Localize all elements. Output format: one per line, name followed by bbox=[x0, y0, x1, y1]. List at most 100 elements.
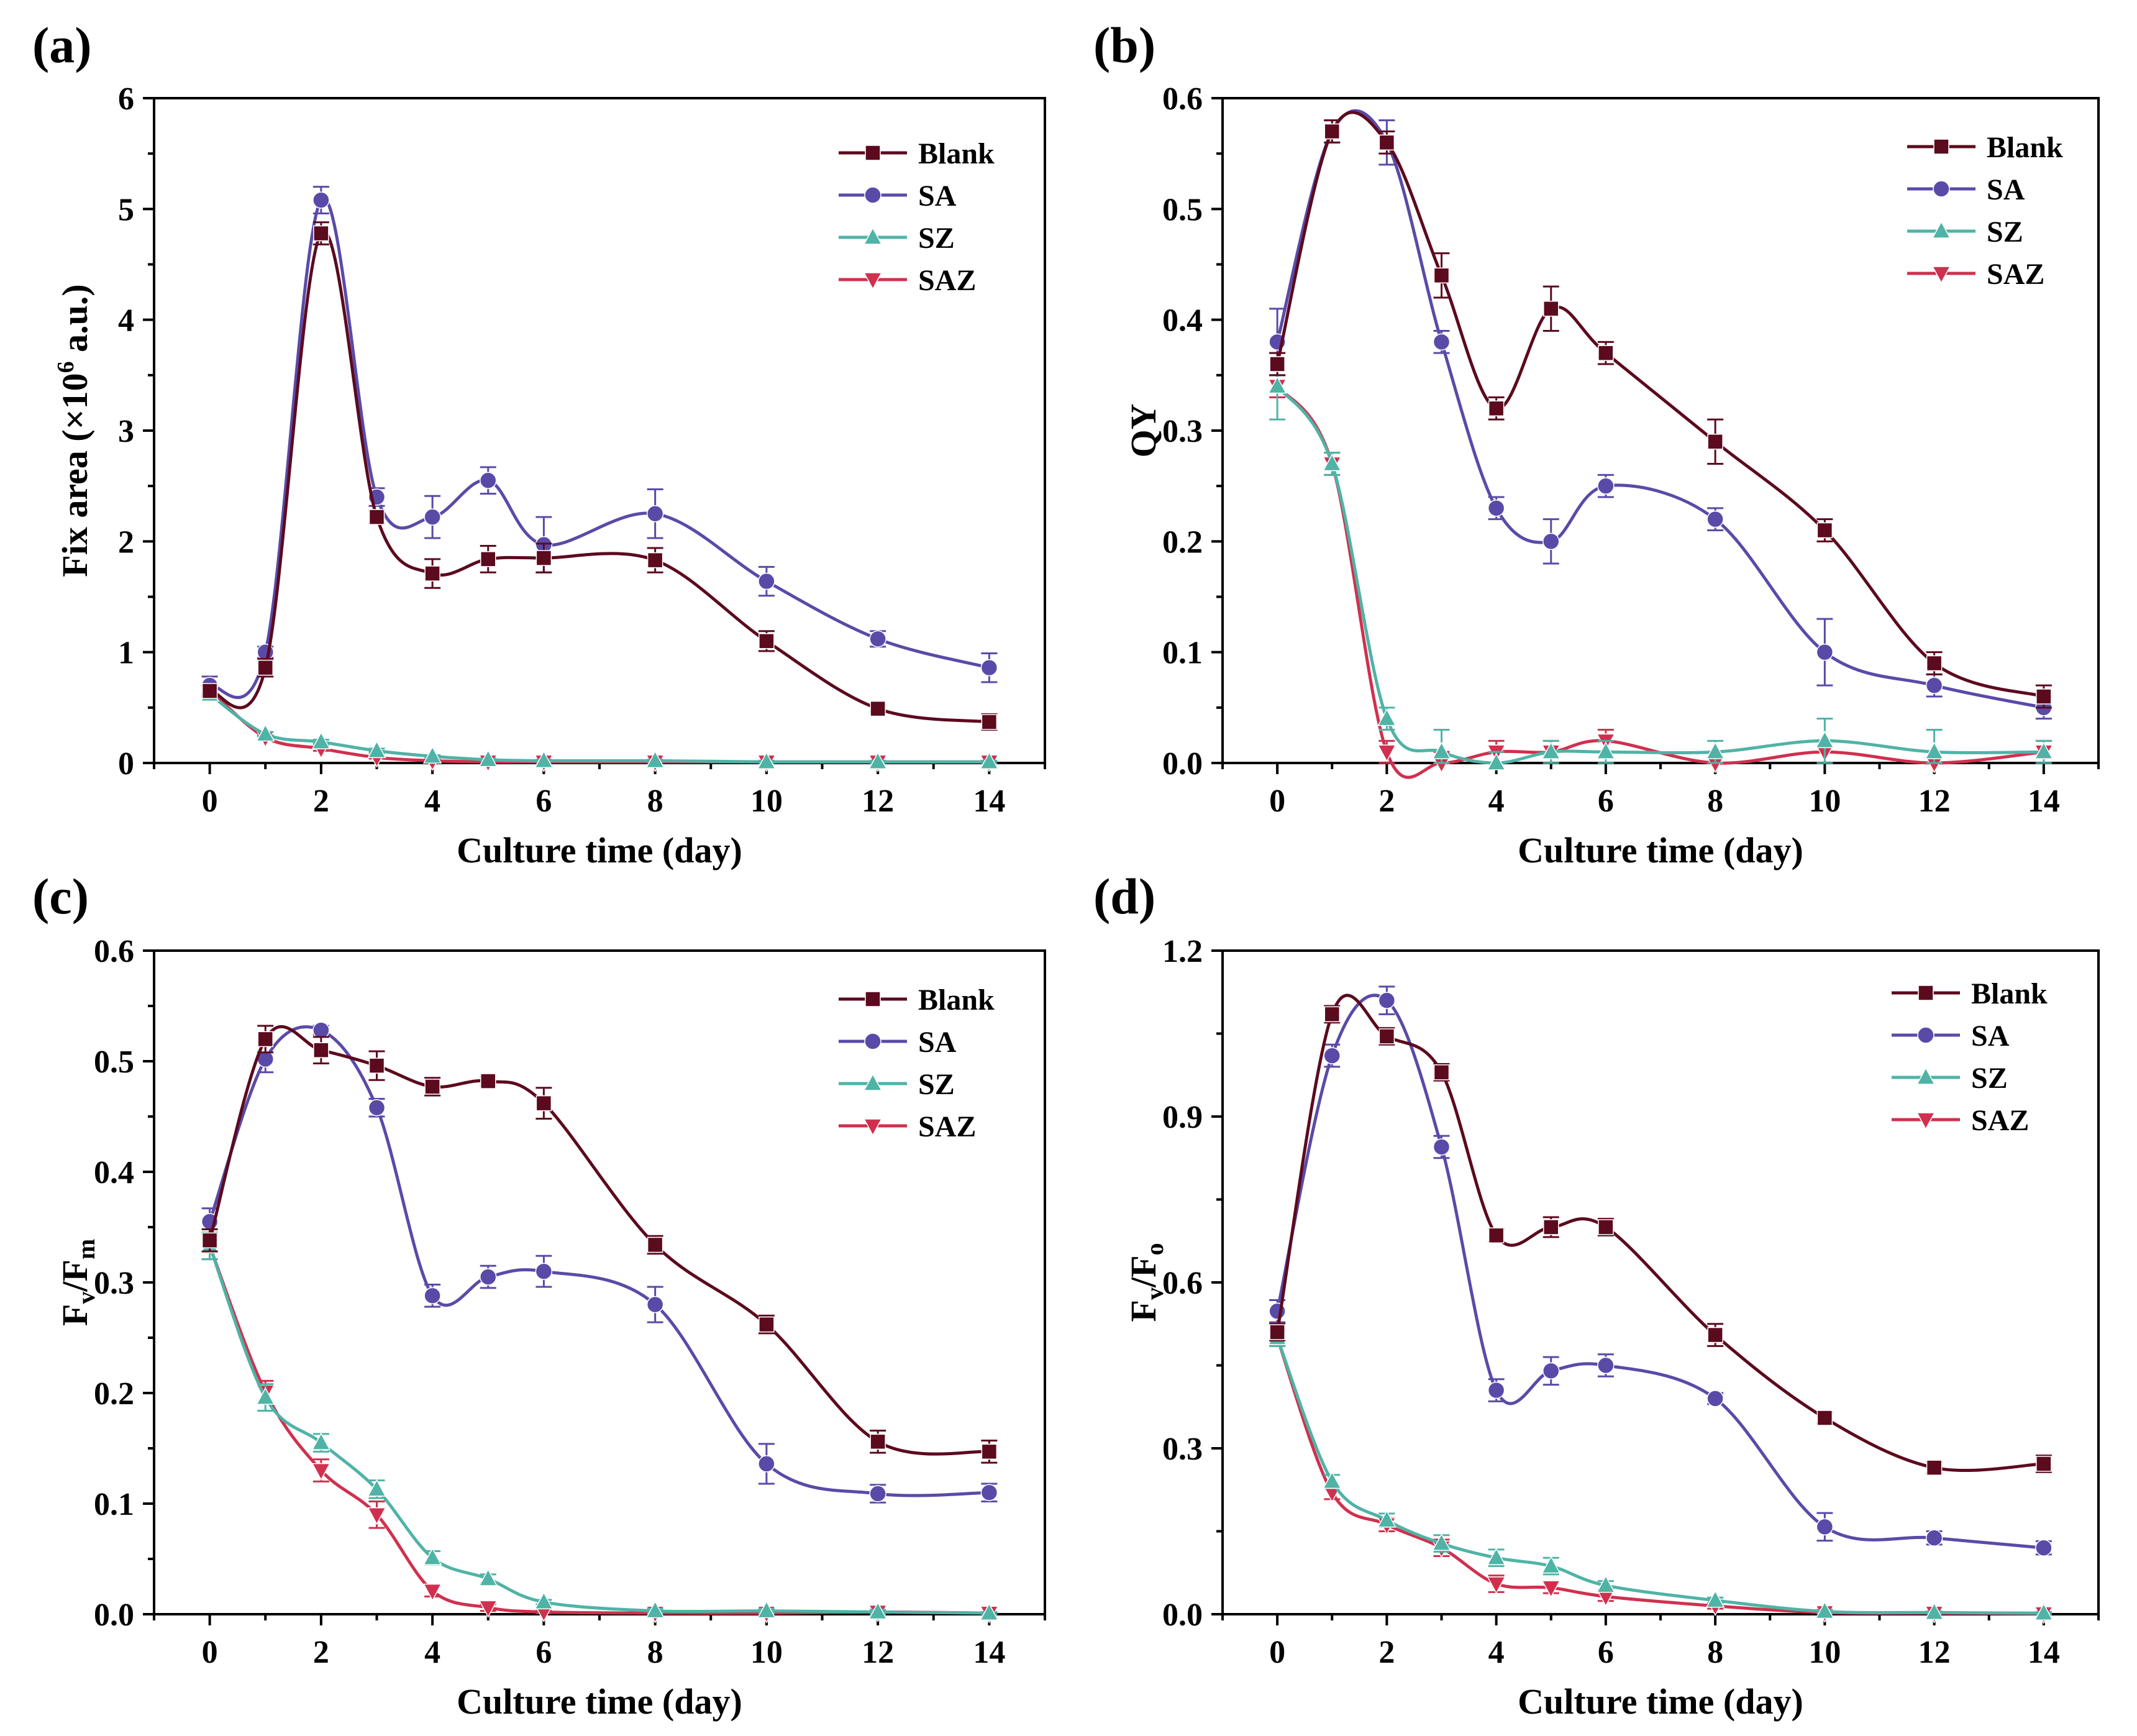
legend-label: SA bbox=[918, 180, 957, 212]
legend-marker bbox=[1931, 221, 1951, 239]
x-tick-label: 10 bbox=[1808, 783, 1841, 819]
data-point bbox=[313, 225, 329, 242]
data-point bbox=[1707, 1327, 1723, 1343]
data-point bbox=[1324, 123, 1340, 140]
legend-marker bbox=[865, 145, 881, 161]
data-point bbox=[1433, 333, 1451, 351]
data-point bbox=[1543, 301, 1559, 317]
x-tick-label: 12 bbox=[862, 1635, 894, 1670]
data-point bbox=[2034, 741, 2054, 759]
x-tick-label: 10 bbox=[1808, 1635, 1841, 1670]
y-tick-label: 0.4 bbox=[94, 1155, 134, 1190]
data-point bbox=[1322, 453, 1342, 472]
data-point bbox=[1816, 1518, 1834, 1536]
data-point bbox=[1707, 434, 1723, 450]
y-tick-label: 0.6 bbox=[1162, 81, 1203, 117]
data-point bbox=[1488, 400, 1505, 417]
data-point bbox=[1925, 1529, 1943, 1546]
data-point bbox=[1488, 1227, 1505, 1244]
legend-label: SAZ bbox=[1971, 1104, 2029, 1137]
axes-frame bbox=[1221, 97, 2100, 764]
series-blank bbox=[1269, 994, 2052, 1476]
data-point bbox=[367, 1479, 386, 1497]
x-axis-title: Culture time (day) bbox=[1518, 1681, 1803, 1722]
data-point bbox=[1596, 1575, 1616, 1593]
x-tick-label: 8 bbox=[1707, 783, 1723, 819]
legend-label: SA bbox=[1971, 1020, 2010, 1053]
data-point bbox=[1433, 267, 1450, 284]
panel-label: (a) bbox=[32, 17, 92, 73]
legend-label: Blank bbox=[918, 984, 995, 1016]
y-tick-label: 3 bbox=[118, 414, 134, 449]
data-point bbox=[1925, 1602, 1944, 1620]
data-point bbox=[422, 1547, 442, 1565]
data-point bbox=[1816, 522, 1833, 539]
data-point bbox=[312, 1021, 330, 1039]
data-point bbox=[757, 1601, 777, 1619]
data-point bbox=[368, 1099, 386, 1117]
data-point bbox=[478, 1600, 498, 1618]
data-point bbox=[1706, 510, 1724, 528]
data-point bbox=[980, 1484, 998, 1501]
data-point bbox=[422, 1583, 442, 1602]
data-point bbox=[311, 1463, 331, 1481]
legend-marker bbox=[863, 1073, 883, 1091]
series-sz bbox=[200, 683, 999, 769]
data-point bbox=[478, 749, 498, 767]
data-point bbox=[480, 472, 497, 489]
y-title-part: /F bbox=[55, 1259, 95, 1292]
data-point bbox=[368, 509, 385, 525]
data-point bbox=[1433, 1064, 1450, 1080]
data-point bbox=[367, 1507, 386, 1525]
data-point bbox=[646, 1295, 664, 1313]
data-point bbox=[1815, 1601, 1834, 1619]
legend-label: SA bbox=[918, 1026, 957, 1059]
x-tick-label: 0 bbox=[202, 783, 218, 819]
data-point bbox=[1433, 1138, 1451, 1156]
series-blank bbox=[201, 221, 998, 731]
x-tick-label: 12 bbox=[862, 783, 894, 819]
y-tick-label: 0.3 bbox=[1162, 1432, 1203, 1467]
data-point bbox=[1487, 500, 1505, 517]
y-tick-label: 0.3 bbox=[94, 1266, 134, 1301]
data-point bbox=[1597, 1356, 1615, 1374]
data-point bbox=[758, 1455, 775, 1473]
data-point bbox=[1269, 1324, 1285, 1340]
series-line bbox=[208, 1025, 990, 1456]
legend-marker bbox=[864, 186, 882, 204]
series-line bbox=[1276, 385, 2044, 765]
data-point bbox=[480, 551, 496, 567]
x-tick-label: 0 bbox=[202, 1635, 218, 1670]
data-point bbox=[1432, 1533, 1451, 1551]
data-point bbox=[1378, 992, 1396, 1009]
series-line bbox=[1275, 1337, 2044, 1615]
x-tick-label: 2 bbox=[313, 1635, 329, 1670]
data-point bbox=[1705, 1590, 1725, 1608]
data-point bbox=[1378, 1028, 1395, 1044]
x-tick-label: 8 bbox=[647, 1635, 663, 1670]
data-point bbox=[1541, 1580, 1561, 1598]
y-tick-label: 0.4 bbox=[1162, 303, 1203, 339]
legend-marker bbox=[863, 227, 883, 245]
y-tick-label: 0.5 bbox=[94, 1044, 134, 1080]
legend-label: SAZ bbox=[918, 264, 976, 297]
data-point bbox=[1598, 1219, 1614, 1235]
x-axis-title: Culture time (day) bbox=[1518, 830, 1803, 870]
series-line bbox=[1275, 994, 2044, 1550]
y-tick-label: 1.2 bbox=[1162, 934, 1203, 969]
x-tick-label: 4 bbox=[1488, 783, 1505, 819]
x-tick-label: 4 bbox=[1488, 1635, 1505, 1670]
data-point bbox=[1377, 1510, 1397, 1528]
y-tick-label: 0.5 bbox=[1162, 192, 1203, 227]
data-point bbox=[311, 1432, 331, 1450]
y-title-subscript: v bbox=[72, 1292, 100, 1304]
series-line bbox=[1275, 109, 2044, 710]
y-title-subscript: m bbox=[72, 1239, 100, 1259]
data-point bbox=[480, 1073, 496, 1089]
legend-label: Blank bbox=[918, 137, 995, 170]
legend-marker bbox=[1931, 266, 1951, 284]
legend-label: SAZ bbox=[1987, 258, 2044, 291]
data-point bbox=[1542, 532, 1560, 550]
